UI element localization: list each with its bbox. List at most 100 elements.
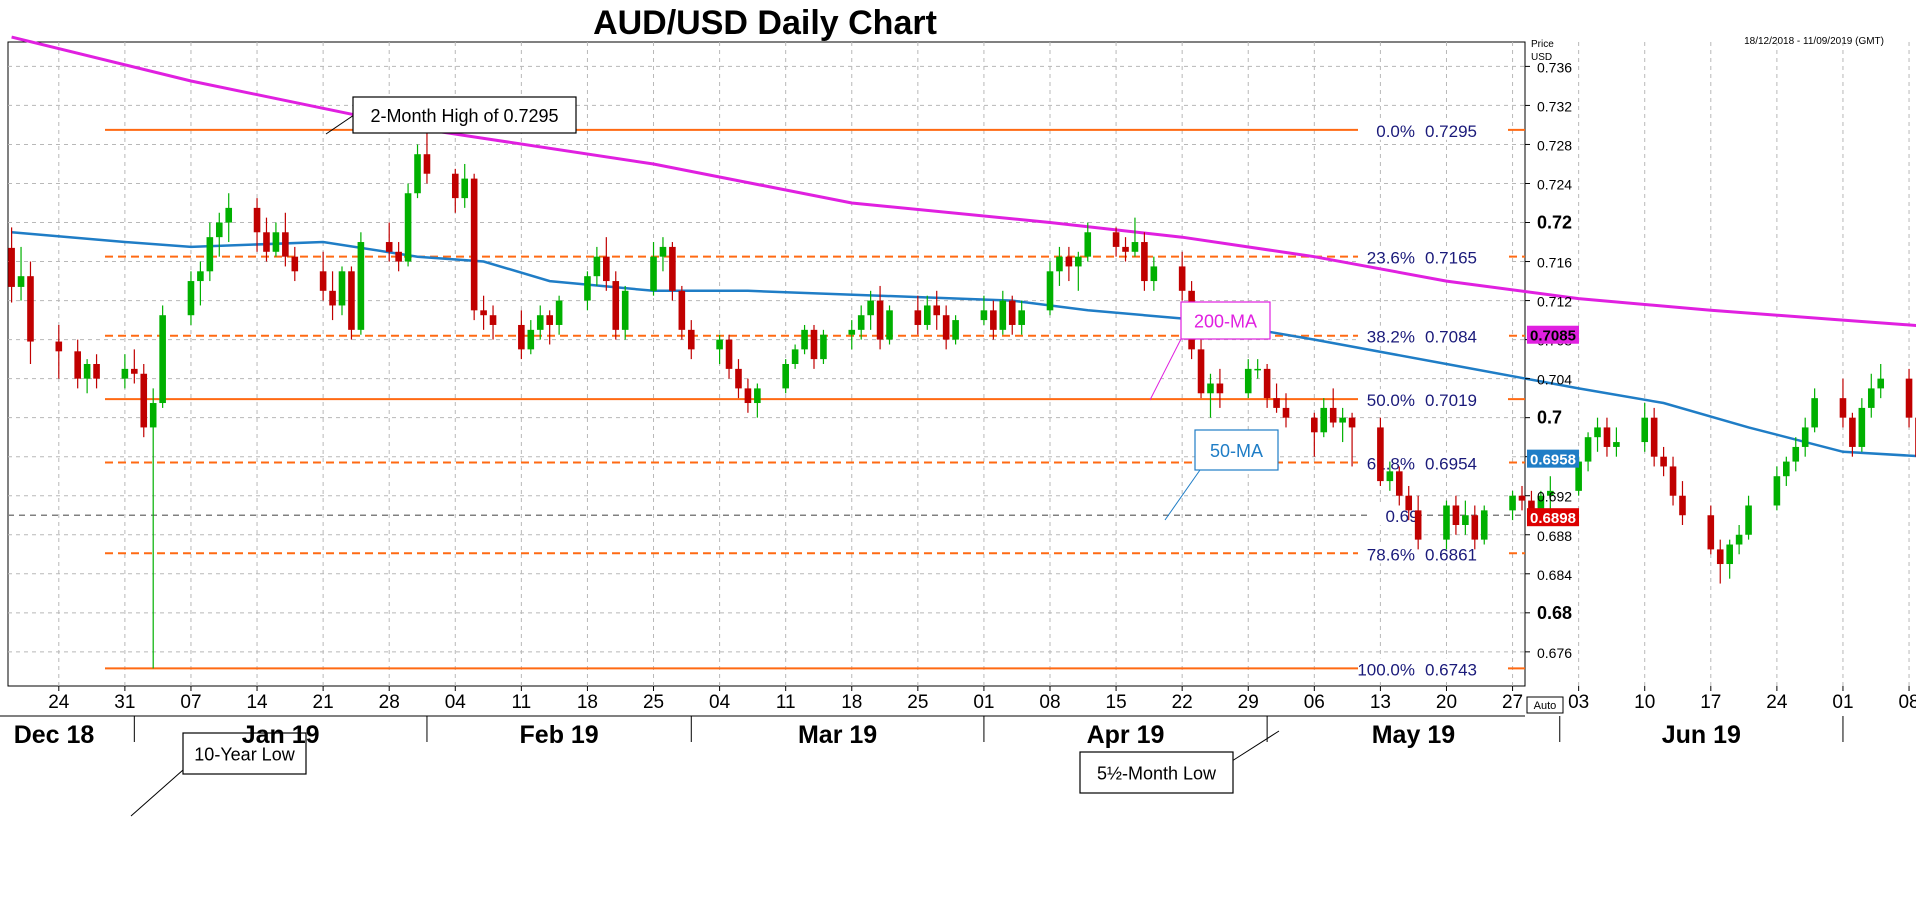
candle-body-up[interactable]: [206, 237, 214, 272]
candle-body-down[interactable]: [140, 373, 148, 428]
candle-body-down[interactable]: [1263, 368, 1271, 399]
candle-body-down[interactable]: [1849, 417, 1856, 447]
candle-body-down[interactable]: [470, 178, 478, 311]
candle-body-down[interactable]: [1471, 515, 1479, 540]
candle-body-down[interactable]: [319, 271, 327, 291]
candle-body-down[interactable]: [329, 290, 336, 306]
candle-body-down[interactable]: [687, 329, 695, 350]
candle-body-up[interactable]: [952, 320, 959, 340]
candle-body-down[interactable]: [291, 256, 299, 272]
candle-body-down[interactable]: [735, 368, 742, 389]
candle-body-up[interactable]: [857, 315, 865, 330]
candle-body-down[interactable]: [451, 173, 459, 199]
candle-body-down[interactable]: [1716, 549, 1724, 565]
candle-body-up[interactable]: [1509, 495, 1516, 511]
candle-body-up[interactable]: [83, 364, 91, 379]
candle-body-up[interactable]: [1150, 266, 1158, 282]
candle-body-up[interactable]: [1443, 505, 1450, 540]
candle-body-down[interactable]: [1452, 505, 1460, 525]
candle-body-down[interactable]: [1414, 510, 1422, 540]
candle-body-down[interactable]: [518, 324, 525, 350]
candle-body-down[interactable]: [131, 368, 138, 374]
candle-body-up[interactable]: [1726, 544, 1733, 565]
candle-body-down[interactable]: [1603, 427, 1611, 447]
candle-body-down[interactable]: [395, 251, 402, 262]
candle-body-down[interactable]: [282, 232, 289, 257]
candlesticks[interactable]: [8, 129, 1916, 669]
candle-body-down[interactable]: [603, 256, 610, 282]
candle-body-down[interactable]: [480, 310, 487, 316]
candle-body-up[interactable]: [923, 305, 931, 325]
candle-body-down[interactable]: [1141, 242, 1148, 282]
candle-body-up[interactable]: [1575, 461, 1582, 491]
candle-body-up[interactable]: [1320, 407, 1328, 433]
candle-body-up[interactable]: [1594, 427, 1601, 438]
candle-body-up[interactable]: [593, 256, 601, 277]
candle-body-up[interactable]: [17, 276, 25, 287]
candle-body-down[interactable]: [8, 247, 15, 287]
candle-body-down[interactable]: [1377, 427, 1384, 482]
candle-body-down[interactable]: [876, 300, 884, 340]
candle-body-up[interactable]: [621, 290, 629, 330]
candle-body-down[interactable]: [612, 281, 620, 330]
candle-body-down[interactable]: [1329, 407, 1337, 423]
candle-body-up[interactable]: [1773, 476, 1781, 506]
candle-body-up[interactable]: [999, 300, 1007, 330]
candle-body-down[interactable]: [669, 246, 676, 291]
candle-body-down[interactable]: [546, 315, 553, 325]
candle-body-up[interactable]: [801, 329, 808, 350]
candle-body-up[interactable]: [867, 300, 874, 316]
candle-body-up[interactable]: [187, 281, 195, 316]
candle-body-up[interactable]: [1801, 427, 1809, 447]
candle-body-up[interactable]: [1584, 437, 1592, 462]
candle-body-up[interactable]: [650, 256, 657, 291]
candle-body-down[interactable]: [74, 351, 81, 379]
candle-body-up[interactable]: [1811, 398, 1818, 428]
candle-body-up[interactable]: [820, 334, 827, 360]
candle-body-up[interactable]: [1084, 232, 1092, 257]
candle-body-down[interactable]: [423, 154, 431, 174]
candle-body-down[interactable]: [1660, 456, 1667, 467]
candle-body-up[interactable]: [1547, 490, 1554, 496]
candle-body-down[interactable]: [678, 290, 686, 330]
candle-body-up[interactable]: [215, 222, 223, 238]
candle-body-down[interactable]: [1650, 417, 1658, 457]
candle-body-up[interactable]: [1735, 534, 1743, 545]
candle-body-down[interactable]: [93, 364, 100, 379]
candle-body-down[interactable]: [725, 339, 733, 369]
candle-body-up[interactable]: [1075, 256, 1082, 267]
candle-body-up[interactable]: [1858, 407, 1866, 447]
candle-body-down[interactable]: [1707, 515, 1715, 550]
candle-body-down[interactable]: [263, 232, 270, 252]
candle-body-up[interactable]: [272, 232, 280, 252]
candle-body-up[interactable]: [782, 364, 789, 389]
candle-body-down[interactable]: [990, 310, 997, 330]
candle-body-up[interactable]: [1877, 378, 1885, 389]
candle-body-up[interactable]: [1641, 417, 1649, 443]
candle-body-down[interactable]: [55, 341, 63, 352]
candle-body-down[interactable]: [1679, 495, 1686, 516]
candle-body-up[interactable]: [536, 315, 544, 330]
candle-body-down[interactable]: [1348, 417, 1356, 428]
candle-body-down[interactable]: [27, 276, 34, 342]
candle-body-down[interactable]: [914, 310, 922, 325]
candle-body-down[interactable]: [1528, 500, 1535, 511]
candle-body-down[interactable]: [1216, 383, 1224, 394]
candle-body-up[interactable]: [225, 207, 233, 223]
auto-scale-button[interactable]: [1526, 696, 1564, 714]
candle-body-up[interactable]: [659, 246, 667, 257]
candle-body-up[interactable]: [1792, 446, 1800, 462]
candle-body-up[interactable]: [197, 271, 204, 282]
candle-body-up[interactable]: [121, 368, 129, 379]
candle-body-down[interactable]: [810, 329, 818, 360]
candle-body-up[interactable]: [461, 178, 469, 199]
candle-body-down[interactable]: [1112, 232, 1120, 247]
candle-body-down[interactable]: [933, 305, 941, 316]
candle-body-down[interactable]: [1905, 378, 1913, 418]
candle-body-up[interactable]: [1867, 388, 1875, 408]
candle-body-up[interactable]: [149, 403, 157, 428]
candle-body-up[interactable]: [1244, 368, 1252, 394]
candle-body-up[interactable]: [338, 271, 346, 306]
candle-body-up[interactable]: [414, 154, 421, 194]
